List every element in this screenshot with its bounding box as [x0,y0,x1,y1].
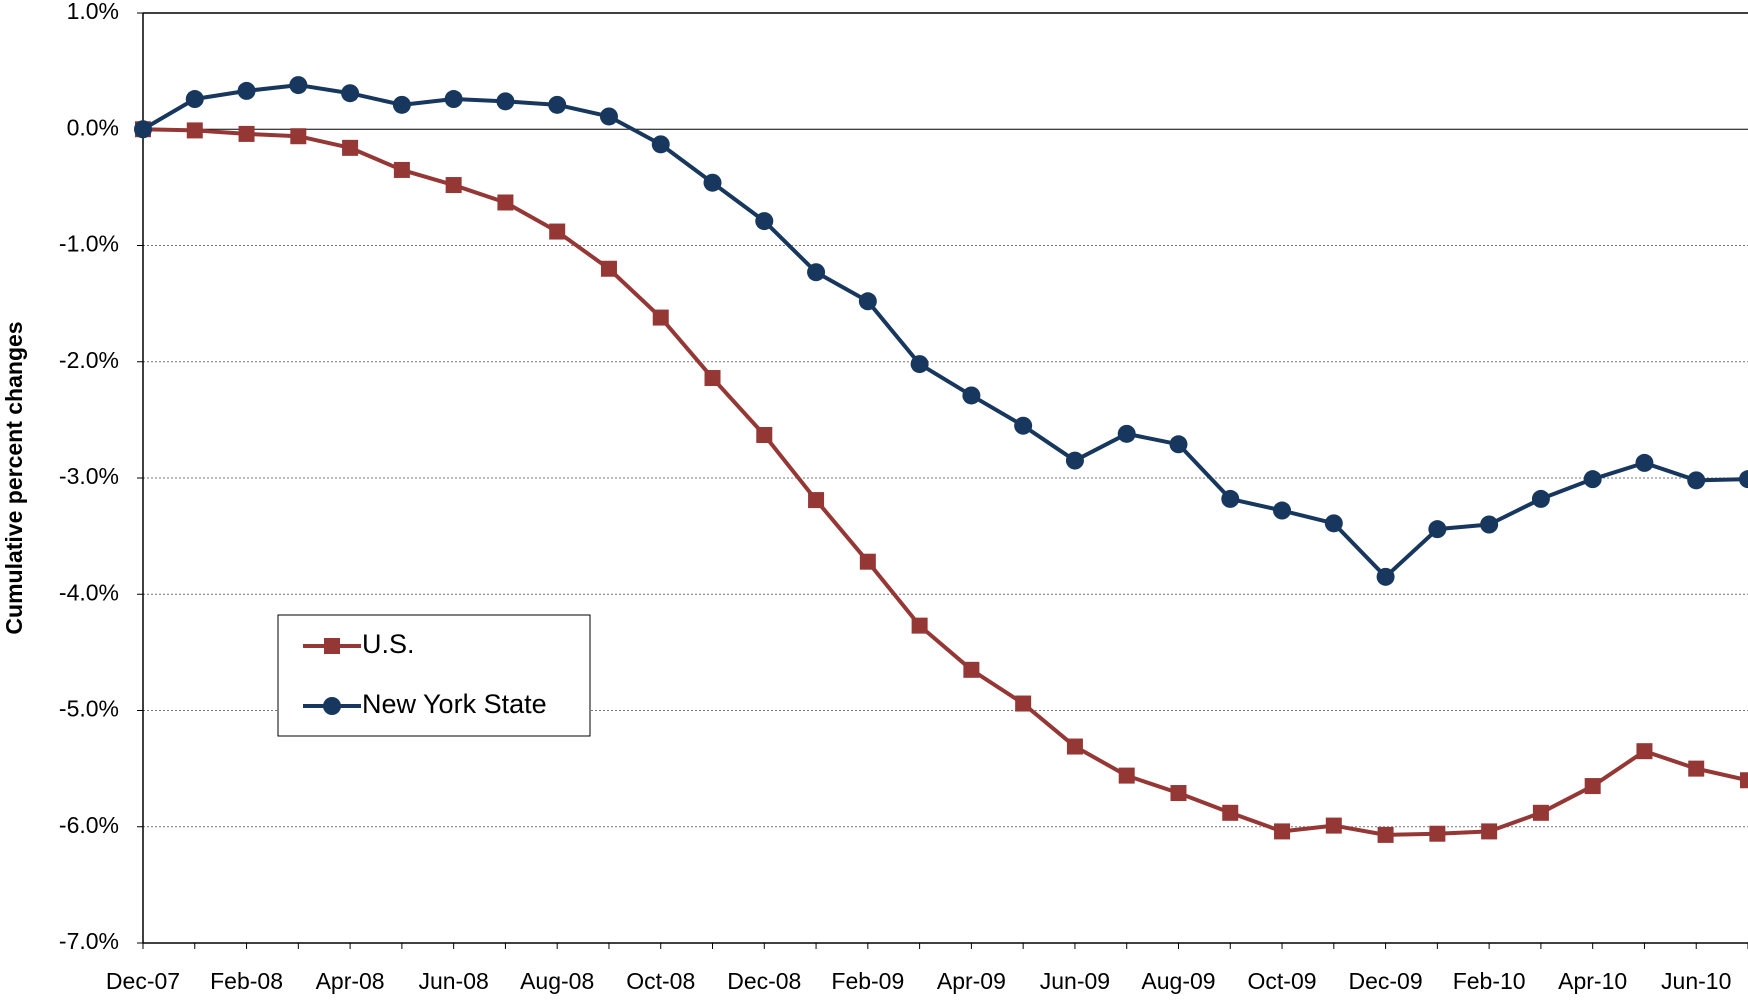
y-tick-label: -6.0% [59,812,119,838]
data-point [342,139,359,156]
data-point [290,128,307,145]
data-point [1739,470,1748,489]
data-point [755,212,774,231]
x-tick-label: Apr-08 [316,968,385,994]
data-point [651,135,670,154]
series-line [142,127,1748,837]
y-tick-label: -4.0% [59,579,119,605]
data-point [1066,738,1083,755]
data-point [1531,489,1550,508]
data-point [962,386,981,405]
data-point [858,292,877,311]
legend-label: U.S. [362,629,415,659]
data-point [1480,515,1499,534]
series-line [141,83,1748,579]
x-tick-label: Jun-09 [1040,968,1110,994]
x-tick-label: Dec-07 [106,968,180,994]
x-tick-label: Apr-10 [1558,968,1627,994]
x-tick-label: Oct-09 [1248,968,1317,994]
data-point [1584,778,1601,795]
x-tick-label: Apr-09 [937,968,1006,994]
data-point [1740,772,1748,789]
data-point [1273,501,1292,520]
y-axis-label: Cumulative percent changes [1,321,27,634]
data-point [1065,451,1084,470]
data-point [807,263,826,282]
data-point [1376,567,1395,586]
data-point [238,125,255,142]
data-point [1532,804,1549,821]
legend-marker [323,697,341,715]
data-point [1118,767,1135,784]
data-point [911,617,928,634]
data-point [1377,826,1394,843]
y-tick-label: -7.0% [59,928,119,954]
data-point [1117,424,1136,443]
data-point [496,92,515,111]
data-point [1688,760,1705,777]
data-point [704,370,721,387]
legend-marker [324,638,340,654]
data-point [600,260,617,277]
y-tick-label: -1.0% [59,231,119,257]
data-point [548,95,567,114]
data-point [393,161,410,178]
data-point [186,122,203,139]
data-point [1583,470,1602,489]
y-tick-label: 1.0% [67,0,119,24]
data-point [1015,695,1032,712]
data-point [599,107,618,126]
data-point [1274,823,1291,840]
data-point [859,553,876,570]
data-point [1014,416,1033,435]
x-tick-label: Jun-10 [1661,968,1731,994]
data-point [497,194,514,211]
data-point [1325,817,1342,834]
legend-box [277,614,591,737]
data-point [1635,453,1654,472]
data-point [1687,471,1706,490]
data-point [1428,520,1447,539]
data-point [341,84,360,103]
data-point [963,661,980,678]
x-tick-label: Oct-08 [626,968,695,994]
data-point [756,426,773,443]
data-point [1481,823,1498,840]
x-tick-label: Feb-09 [831,968,904,994]
data-point [445,177,462,194]
data-point [808,492,825,509]
data-point [910,355,929,374]
data-point [1170,785,1187,802]
y-tick-label: -5.0% [59,696,119,722]
data-point [549,223,566,240]
y-tick-label: 0.0% [67,114,119,140]
data-point [1222,804,1239,821]
data-point [1324,514,1343,533]
x-tick-label: Dec-09 [1349,968,1423,994]
x-tick-label: Aug-08 [520,968,594,994]
data-point [1636,743,1653,760]
data-point [237,81,256,100]
data-point [1429,825,1446,842]
x-tick-label: Jun-08 [418,968,488,994]
legend-label: New York State [362,689,547,719]
x-tick-label: Feb-10 [1453,968,1526,994]
data-point [1221,489,1240,508]
y-tick-label: -3.0% [59,463,119,489]
data-point [444,90,463,109]
data-point [289,76,308,95]
data-point [134,120,152,139]
data-point [1169,435,1188,454]
data-point [185,90,204,109]
data-point [703,173,722,192]
y-tick-label: -2.0% [59,347,119,373]
data-point [392,95,411,114]
x-tick-label: Aug-09 [1141,968,1215,994]
x-tick-label: Feb-08 [210,968,283,994]
x-tick-label: Dec-08 [727,968,801,994]
data-point [652,309,669,326]
